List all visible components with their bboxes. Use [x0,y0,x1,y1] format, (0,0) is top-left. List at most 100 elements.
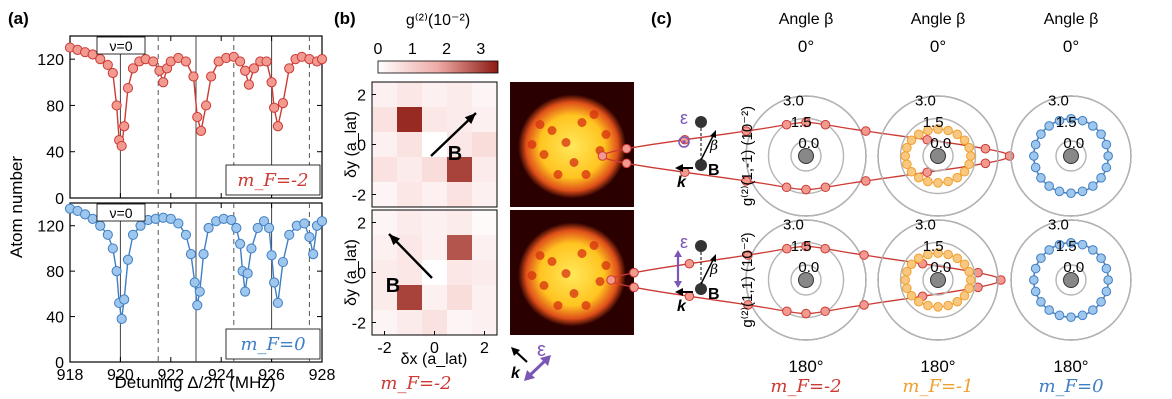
density-spot [581,301,591,310]
polar-ring [1010,95,1132,217]
atom-cloud [518,222,626,327]
panel-a: 0 40 80 120 ν=0 m_F=-2 0 40 80 120 918 920 922 924 926… [37,35,335,384]
x-tick-label: 918 [57,367,84,384]
y-tick-label: 120 [37,219,64,236]
polar-ring [922,140,954,172]
heatmap-x-tick: -2 [377,340,391,357]
heatmap-cell [422,107,447,132]
data-point [188,71,199,82]
heatmap-cell [447,157,472,182]
angle-180-label: 180° [1053,357,1088,376]
data-point [116,313,127,324]
ring-label: 3.0 [783,217,804,234]
heatmap-y-tick: -2 [352,316,366,333]
polar-ring [1010,219,1132,341]
density-spot [577,249,587,258]
heatmap-cell [472,132,497,157]
angle-0-label: 0° [798,37,814,56]
nu-label-box [96,203,146,222]
legend-label: m_F=0 [240,334,305,355]
data-point [277,256,289,268]
data-point [231,222,242,234]
polar-data-point [1030,286,1041,297]
polar-data-point [684,291,695,302]
heatmap-cell [372,285,397,310]
colorbar-tick-label: 2 [442,41,451,58]
polar-data-point [1077,115,1088,126]
nu-label: ν=0 [110,205,133,221]
polar-data-point [1030,162,1041,173]
data-point [240,286,251,297]
polar-data-point [959,135,970,146]
polar-data-point [781,119,792,130]
panel-a-xlabel-text: Detuning Δ/2π (MHz) [114,373,275,392]
heatmap-cell [472,82,497,107]
panel-b-letter: (b) [334,9,356,28]
polar-data-point [965,275,976,285]
polar-data-point [1088,305,1098,315]
polar-data-point [913,129,924,140]
polar-data-point [621,158,632,169]
polar-data-point [906,135,917,146]
panel-a-xlabel: Detuning Δ/2π (MHz) [114,373,275,392]
k-label: k [511,365,521,382]
polar-data-point [1101,162,1112,173]
polar-data-point [1101,139,1112,150]
data-point [269,102,280,113]
heatmap-cell [472,260,497,285]
b-label: B [708,162,720,179]
polar-data-point [820,182,831,193]
data-point [180,229,192,240]
data-point [263,222,275,234]
data-point [198,249,209,260]
density-spot [535,120,545,129]
polar-data-point [943,249,953,260]
density-spot [589,110,599,119]
heatmap-cell [472,157,497,182]
angle-180-label: 180° [788,357,823,376]
heatmap-cell [397,310,422,335]
polar-data-point [965,151,976,161]
ring-label: 0.0 [798,135,819,152]
polar-data-point [1101,286,1112,297]
polar-data-point [1088,181,1098,191]
data-point [102,229,113,240]
data-point [127,63,139,74]
heatmap-y-tick: 0 [357,266,366,283]
center-atom [930,272,946,288]
arrow-head [675,164,683,172]
y-tick-label: 40 [46,145,64,162]
data-point [258,216,270,227]
arrow-head [464,113,476,125]
heatmap-y-tick: 2 [357,216,366,233]
angle-title: Angle β [779,11,834,28]
heatmap-cell [372,310,397,335]
ring-label: 3.0 [915,93,936,110]
angle-0-label: 0° [930,37,946,56]
density-spot [569,158,579,167]
polar-data-point [1066,114,1076,124]
polar-data-point [959,166,970,177]
polar-data-point [860,126,871,136]
data-point [122,82,134,94]
polar-data-point [980,143,991,154]
heatmap-cell [397,157,422,182]
legend-label: m_F=-2 [237,170,308,191]
data-point [95,54,106,65]
x-tick-label: 924 [208,367,235,384]
polar-data-point [1077,186,1088,197]
ring-label: 3.0 [915,217,936,234]
data-point [252,222,263,234]
data-point [102,59,113,71]
heatmap-cell [472,107,497,132]
polar-data-point [621,143,632,154]
polar-data-point [629,282,639,293]
epsilon-label: ε [537,339,546,361]
polar-data-point [801,241,811,252]
data-point [266,250,277,261]
polar-data-point [1077,239,1088,250]
polar-data-point [964,142,974,153]
heatmap-cell [372,260,397,285]
polar-data-point [913,253,924,264]
